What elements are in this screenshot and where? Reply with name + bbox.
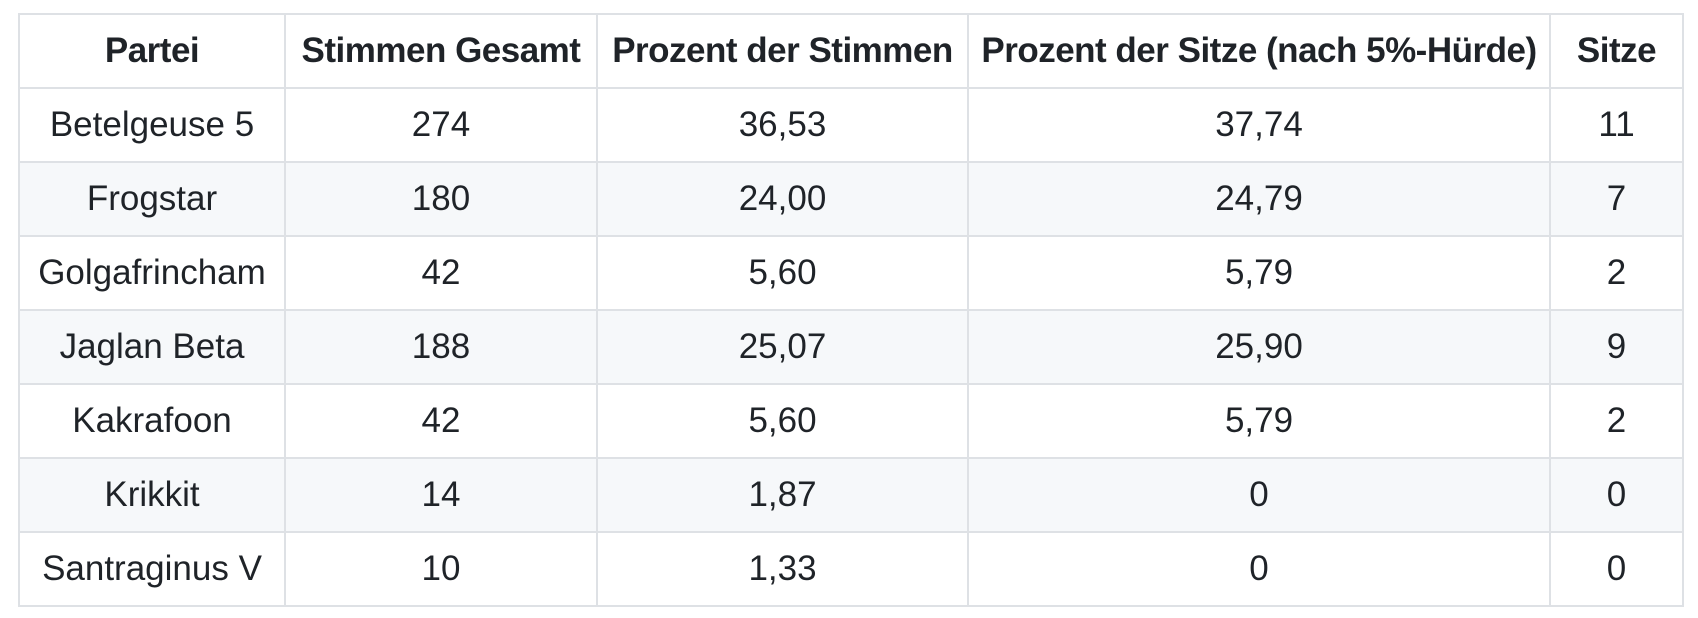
prozent-der-sitze-cell: 25,90 (967, 309, 1551, 385)
prozent-der-stimmen-cell: 1,33 (596, 531, 969, 607)
stimmen-gesamt-cell: 42 (284, 383, 598, 459)
table-row: Kakrafoon 42 5,60 5,79 2 (18, 383, 1684, 459)
prozent-der-sitze-cell: 5,79 (967, 383, 1551, 459)
partei-cell: Golgafrincham (18, 235, 286, 311)
column-header-stimmen-gesamt: Stimmen Gesamt (284, 13, 598, 89)
stimmen-gesamt-cell: 10 (284, 531, 598, 607)
table-row: Krikkit 14 1,87 0 0 (18, 457, 1684, 533)
prozent-der-stimmen-cell: 36,53 (596, 87, 969, 163)
column-header-prozent-der-stimmen: Prozent der Stimmen (596, 13, 969, 89)
prozent-der-stimmen-cell: 24,00 (596, 161, 969, 237)
table-row: Betelgeuse 5 274 36,53 37,74 11 (18, 87, 1684, 163)
sitze-cell: 0 (1549, 457, 1684, 533)
prozent-der-stimmen-cell: 25,07 (596, 309, 969, 385)
sitze-cell: 9 (1549, 309, 1684, 385)
table-row: Santraginus V 10 1,33 0 0 (18, 531, 1684, 607)
election-results-table: Partei Stimmen Gesamt Prozent der Stimme… (18, 13, 1684, 607)
partei-cell: Krikkit (18, 457, 286, 533)
stimmen-gesamt-cell: 42 (284, 235, 598, 311)
sitze-cell: 11 (1549, 87, 1684, 163)
header-row: Partei Stimmen Gesamt Prozent der Stimme… (18, 13, 1684, 89)
prozent-der-sitze-cell: 24,79 (967, 161, 1551, 237)
partei-cell: Jaglan Beta (18, 309, 286, 385)
partei-cell: Betelgeuse 5 (18, 87, 286, 163)
prozent-der-stimmen-cell: 5,60 (596, 383, 969, 459)
sitze-cell: 7 (1549, 161, 1684, 237)
stimmen-gesamt-cell: 14 (284, 457, 598, 533)
prozent-der-sitze-cell: 5,79 (967, 235, 1551, 311)
stimmen-gesamt-cell: 274 (284, 87, 598, 163)
partei-cell: Kakrafoon (18, 383, 286, 459)
prozent-der-sitze-cell: 0 (967, 457, 1551, 533)
column-header-sitze: Sitze (1549, 13, 1684, 89)
table-row: Golgafrincham 42 5,60 5,79 2 (18, 235, 1684, 311)
sitze-cell: 2 (1549, 235, 1684, 311)
table-row: Jaglan Beta 188 25,07 25,90 9 (18, 309, 1684, 385)
column-header-partei: Partei (18, 13, 286, 89)
stimmen-gesamt-cell: 188 (284, 309, 598, 385)
prozent-der-sitze-cell: 0 (967, 531, 1551, 607)
partei-cell: Frogstar (18, 161, 286, 237)
sitze-cell: 0 (1549, 531, 1684, 607)
stimmen-gesamt-cell: 180 (284, 161, 598, 237)
table-row: Frogstar 180 24,00 24,79 7 (18, 161, 1684, 237)
column-header-prozent-der-sitze: Prozent der Sitze (nach 5%-Hürde) (967, 13, 1551, 89)
prozent-der-sitze-cell: 37,74 (967, 87, 1551, 163)
prozent-der-stimmen-cell: 1,87 (596, 457, 969, 533)
prozent-der-stimmen-cell: 5,60 (596, 235, 969, 311)
sitze-cell: 2 (1549, 383, 1684, 459)
partei-cell: Santraginus V (18, 531, 286, 607)
